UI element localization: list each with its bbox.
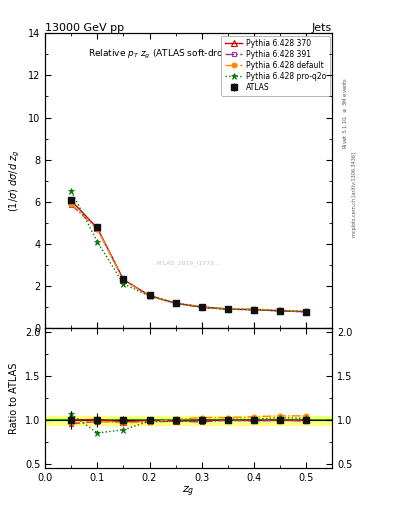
Pythia 6.428 pro-q2o [173,300,178,306]
Y-axis label: Ratio to ATLAS: Ratio to ATLAS [9,362,19,434]
Pythia 6.428 391 [277,308,282,314]
Text: Rivet 3.1.10, $\geq$ 3M events: Rivet 3.1.10, $\geq$ 3M events [341,76,349,149]
Pythia 6.428 default [199,304,204,310]
Pythia 6.428 370 [121,276,126,283]
Line: Pythia 6.428 370: Pythia 6.428 370 [68,198,309,314]
Pythia 6.428 391 [95,226,100,232]
Pythia 6.428 370 [173,300,178,306]
Pythia 6.428 pro-q2o [304,309,309,315]
Pythia 6.428 default [226,306,230,312]
Pythia 6.428 391 [252,307,256,313]
Line: Pythia 6.428 391: Pythia 6.428 391 [69,202,309,314]
Pythia 6.428 default [304,308,309,314]
Pythia 6.428 pro-q2o [147,293,152,299]
Pythia 6.428 370 [69,198,73,204]
Pythia 6.428 370 [199,304,204,310]
Pythia 6.428 391 [226,306,230,312]
Pythia 6.428 pro-q2o [95,239,100,245]
Pythia 6.428 default [69,201,73,207]
Pythia 6.428 default [252,306,256,312]
Line: Pythia 6.428 default: Pythia 6.428 default [69,201,309,314]
Pythia 6.428 pro-q2o [69,188,73,194]
Pythia 6.428 default [277,307,282,313]
Pythia 6.428 391 [199,304,204,310]
Line: Pythia 6.428 pro-q2o: Pythia 6.428 pro-q2o [68,188,309,315]
Pythia 6.428 pro-q2o [121,281,126,287]
Pythia 6.428 391 [304,309,309,315]
Pythia 6.428 370 [226,306,230,312]
Pythia 6.428 default [173,300,178,306]
Pythia 6.428 391 [69,202,73,208]
Text: mcplots.cern.ch [arXiv:1306.3436]: mcplots.cern.ch [arXiv:1306.3436] [352,152,357,237]
Pythia 6.428 pro-q2o [252,307,256,313]
Pythia 6.428 pro-q2o [277,308,282,314]
Text: 13000 GeV pp: 13000 GeV pp [45,23,124,32]
Legend: Pythia 6.428 370, Pythia 6.428 391, Pythia 6.428 default, Pythia 6.428 pro-q2o, : Pythia 6.428 370, Pythia 6.428 391, Pyth… [221,35,330,96]
Pythia 6.428 391 [147,293,152,299]
Pythia 6.428 default [95,226,100,232]
Pythia 6.428 370 [277,308,282,314]
Pythia 6.428 370 [304,309,309,315]
Y-axis label: $(1/\sigma)$ $d\sigma/d$ $z_g$: $(1/\sigma)$ $d\sigma/d$ $z_g$ [8,150,22,212]
Pythia 6.428 370 [147,292,152,298]
Bar [45,416,332,424]
Pythia 6.428 pro-q2o [199,304,204,310]
X-axis label: $z_g$: $z_g$ [182,485,195,499]
Pythia 6.428 391 [173,300,178,306]
Pythia 6.428 default [147,293,152,299]
Text: Jets: Jets [312,23,332,32]
Pythia 6.428 370 [252,307,256,313]
Pythia 6.428 391 [121,276,126,283]
Text: Relative $p_{T}$ $z_g$ (ATLAS soft-drop observables): Relative $p_{T}$ $z_g$ (ATLAS soft-drop … [88,48,290,61]
Pythia 6.428 pro-q2o [226,306,230,312]
Pythia 6.428 370 [95,225,100,231]
Text: ATLAS_2019_I1772...: ATLAS_2019_I1772... [156,261,221,266]
Pythia 6.428 default [121,277,126,283]
